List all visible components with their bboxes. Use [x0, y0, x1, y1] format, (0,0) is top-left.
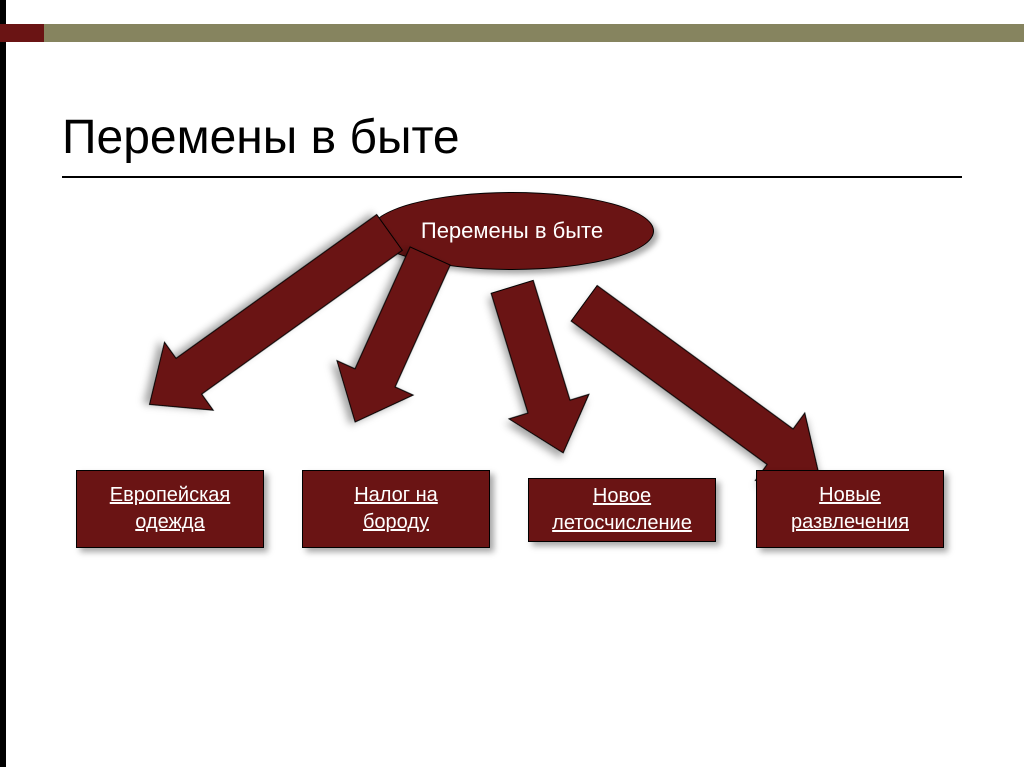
leaf-box-label: Европейская одежда	[110, 482, 230, 536]
page-title: Перемены в быте	[62, 110, 460, 165]
leaf-box-label: Налог на бороду	[354, 482, 438, 536]
leaf-box-3[interactable]: Новые развлечения	[756, 470, 944, 548]
title-underline	[62, 176, 962, 178]
leaf-box-label: Новые развлечения	[791, 482, 909, 536]
center-node-label: Перемены в быте	[421, 218, 603, 244]
top-accent-band	[0, 20, 1024, 48]
band-maroon-segment	[0, 24, 44, 42]
band-olive-segment	[44, 24, 1024, 42]
leaf-box-0[interactable]: Европейская одежда	[76, 470, 264, 548]
leaf-box-2[interactable]: Новое летосчисление	[528, 478, 716, 542]
leaf-box-1[interactable]: Налог на бороду	[302, 470, 490, 548]
leaf-box-label: Новое летосчисление	[552, 483, 692, 537]
side-accent-bar	[0, 0, 6, 767]
